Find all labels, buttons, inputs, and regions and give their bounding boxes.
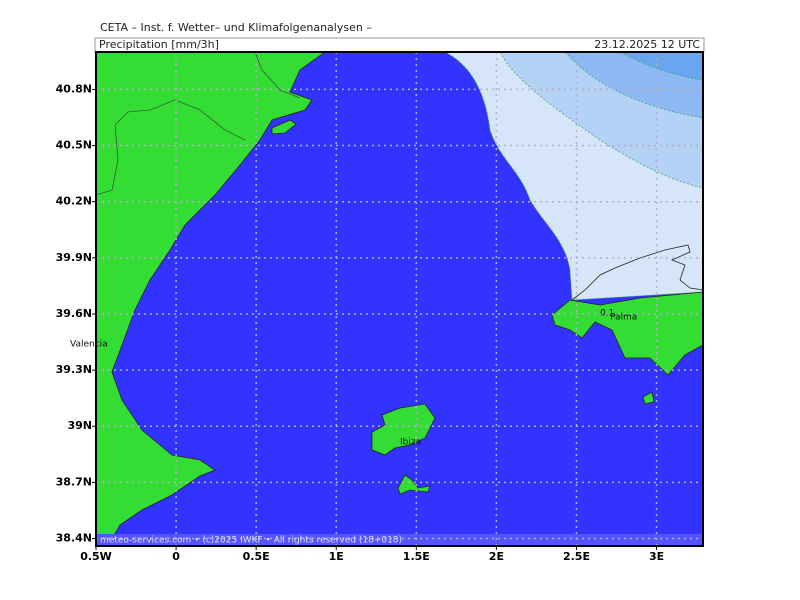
map-area — [96, 52, 703, 546]
valid-time: 23.12.2025 12 UTC — [594, 38, 700, 51]
place-label: Ibiza — [400, 438, 421, 448]
formentera-island — [397, 474, 431, 495]
x-tick-label: 0.5W — [80, 550, 112, 563]
iberian-coast — [96, 52, 326, 546]
variable-label: Precipitation [mm/3h] — [99, 38, 219, 51]
y-tick-label: 38.4N — [56, 532, 92, 545]
x-tick-label: 2.5E — [563, 550, 590, 563]
y-tick-label: 40.2N — [56, 195, 92, 208]
y-tick-label: 40.8N — [56, 82, 92, 95]
x-tick-label: 2E — [489, 550, 504, 563]
header-title: CETA – Inst. f. Wetter– und Klimafolgena… — [100, 21, 372, 34]
map-frame — [95, 51, 704, 547]
grid — [96, 52, 703, 546]
mallorca-north-coast — [571, 244, 703, 301]
y-tick-label: 39.9N — [56, 251, 92, 264]
footer-strip — [96, 534, 703, 546]
place-label: Valencia — [70, 340, 108, 350]
ebro-delta — [271, 119, 297, 135]
x-tick-label: 3E — [649, 550, 664, 563]
ibiza-island — [371, 403, 436, 456]
x-tick-label: 0.5E — [243, 550, 270, 563]
borders — [96, 52, 301, 196]
x-tick-label: 1E — [329, 550, 344, 563]
x-tick-label: 1.5E — [403, 550, 430, 563]
y-tick-label: 39N — [67, 419, 92, 432]
y-tick-label: 38.7N — [56, 475, 92, 488]
place-label: Palma — [610, 313, 637, 323]
footer-credit: meteo-services.com • (c)2025 IWKF • All … — [100, 536, 402, 546]
y-tick-label: 39.3N — [56, 363, 92, 376]
cabrera-island — [642, 391, 655, 405]
y-tick-label: 39.6N — [56, 307, 92, 320]
x-tick-label: 0 — [172, 550, 180, 563]
y-tick-label: 40.5N — [56, 139, 92, 152]
contour-label: 0.1 — [600, 309, 614, 319]
